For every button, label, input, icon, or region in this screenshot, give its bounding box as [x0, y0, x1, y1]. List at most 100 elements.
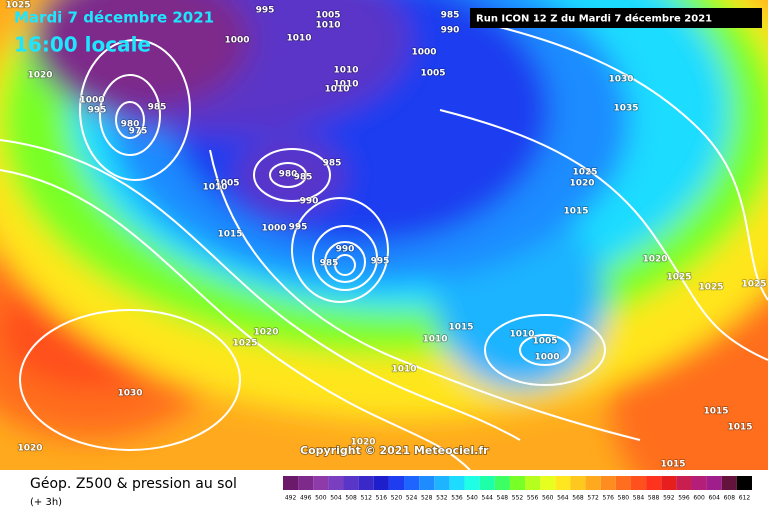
- isobar-label: 1005: [315, 11, 340, 21]
- isobar-label: 985: [441, 11, 460, 21]
- isobar-label: 985: [148, 103, 167, 113]
- isobar-label: 1020: [253, 328, 278, 338]
- isobar-label: 990: [300, 197, 319, 207]
- isobar-label: 1015: [727, 423, 752, 433]
- isobar-label: 1020: [350, 438, 375, 448]
- scale-label: 584: [633, 495, 645, 502]
- scale-label: 496: [300, 495, 312, 502]
- scale-swatch: [388, 476, 405, 490]
- scale-label: 540: [466, 495, 478, 502]
- scale-swatch: [509, 476, 526, 490]
- scale-swatch: [615, 476, 631, 490]
- scale-swatch: [585, 476, 601, 490]
- scale-label: 532: [436, 495, 448, 502]
- scale-swatch: [570, 476, 586, 490]
- isobar-label: 1025: [5, 1, 30, 11]
- scale-label: 604: [708, 495, 720, 502]
- scale-swatch: [419, 476, 435, 490]
- color-scale: 492 496 500 504 508 512 516 520 524 528 532 536 540 5…: [283, 476, 752, 502]
- scale-label: 516: [376, 495, 388, 502]
- isobar: [312, 225, 378, 291]
- map-date: Mardi 7 décembre 2021: [14, 9, 214, 27]
- isobar: [439, 109, 768, 361]
- isobar-label: 1015: [217, 230, 242, 240]
- scale-label: 500: [315, 495, 327, 502]
- scale-swatch: [736, 476, 752, 490]
- isobar: [0, 139, 521, 441]
- isobar-label: 1020: [642, 255, 667, 265]
- scale-label: 596: [678, 495, 690, 502]
- scale-label: 568: [572, 495, 584, 502]
- isobar-label: 1025: [572, 168, 597, 178]
- isobar: [484, 314, 606, 386]
- isobar-label: 1015: [703, 407, 728, 417]
- scale-label: 508: [345, 495, 357, 502]
- scale-swatch: [540, 476, 556, 490]
- scale-swatch: [479, 476, 495, 490]
- scale-swatch: [373, 476, 389, 490]
- scale-label: 552: [512, 495, 524, 502]
- isobar-label: 1000: [261, 224, 286, 234]
- isobar: [519, 334, 571, 366]
- scale-swatch: [691, 476, 707, 490]
- isobar-label: 1005: [214, 179, 239, 189]
- isobar: [324, 241, 366, 283]
- isobar: [99, 74, 161, 156]
- isobar-label: 1005: [420, 69, 445, 79]
- isobar-label: 995: [289, 223, 308, 233]
- isobar-label: 1020: [569, 179, 594, 189]
- scale-label: 592: [663, 495, 675, 502]
- isobars: [0, 19, 768, 471]
- isobar-label: 1000: [79, 96, 104, 106]
- isobar-label: 995: [88, 106, 107, 116]
- isobar-label: 1010: [333, 66, 358, 76]
- isobar: [19, 309, 241, 451]
- scale-label: 544: [482, 495, 494, 502]
- isobar-label: 1010: [324, 85, 349, 95]
- scale-label: 580: [618, 495, 630, 502]
- scale-swatch: [676, 476, 692, 490]
- isobar-label: 1020: [17, 444, 42, 454]
- scale-label: 612: [739, 495, 751, 502]
- isobar-label: 1035: [613, 104, 638, 114]
- isobar-label: 1015: [660, 460, 685, 470]
- isobar-label: 1025: [741, 280, 766, 290]
- scale-swatch: [600, 476, 616, 490]
- isobar: [469, 19, 768, 301]
- isobar-label: 990: [441, 26, 460, 36]
- scale-swatch: [434, 476, 450, 490]
- scale-label: 576: [603, 495, 615, 502]
- isobar: [253, 148, 331, 202]
- isobar-label: 1010: [315, 21, 340, 31]
- scale-swatch: [464, 476, 480, 490]
- isobar-label: 1010: [286, 34, 311, 44]
- run-box: [470, 8, 762, 28]
- isobar-label: 985: [320, 259, 339, 269]
- isobar: [291, 197, 389, 303]
- isobar-label: 1025: [698, 283, 723, 293]
- isobar-label: 990: [336, 245, 355, 255]
- scale-swatch: [630, 476, 647, 490]
- scale-label: 572: [587, 495, 599, 502]
- scale-label: 512: [360, 495, 372, 502]
- isobar-label: 1025: [232, 339, 257, 349]
- scale-swatch: [525, 476, 541, 490]
- scale-swatch: [646, 476, 662, 490]
- isobar-label: 1010: [422, 335, 447, 345]
- isobar: [0, 169, 471, 471]
- scale-swatch: [661, 476, 677, 490]
- isobar-label: 1000: [224, 36, 249, 46]
- isobar-label: 1025: [666, 273, 691, 283]
- copyright: Copyright © 2021 Meteociel.fr: [300, 444, 489, 457]
- isobar: [209, 149, 641, 441]
- isobar-label: 1015: [563, 207, 588, 217]
- isobar-label: 985: [323, 159, 342, 169]
- isobar-label: 980: [121, 120, 140, 130]
- scale-label: 608: [724, 495, 736, 502]
- scale-label: 492: [285, 495, 297, 502]
- map-time: 16:00 locale: [14, 33, 151, 57]
- scale-label: 564: [557, 495, 569, 502]
- footer-title: Géop. Z500 & pression au sol: [30, 476, 237, 492]
- isobar: [269, 162, 307, 188]
